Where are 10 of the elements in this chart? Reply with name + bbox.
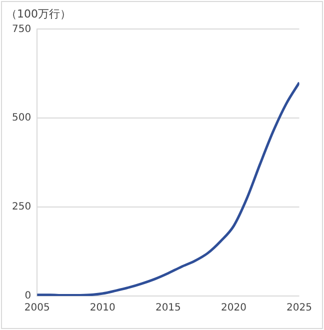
- y-tick-label: 250: [12, 202, 32, 213]
- x-tick-label: 2005: [24, 302, 50, 314]
- x-tick-label: 2010: [90, 302, 116, 314]
- x-tick-label: 2015: [155, 302, 181, 314]
- y-tick-label: 0: [24, 290, 32, 302]
- y-axis-title: （100万行）: [6, 7, 71, 20]
- y-tick-label: 750: [12, 24, 32, 35]
- x-tick-label: 2020: [221, 302, 246, 314]
- x-tick-label: 2025: [286, 302, 312, 314]
- y-tick-label: 500: [12, 112, 32, 124]
